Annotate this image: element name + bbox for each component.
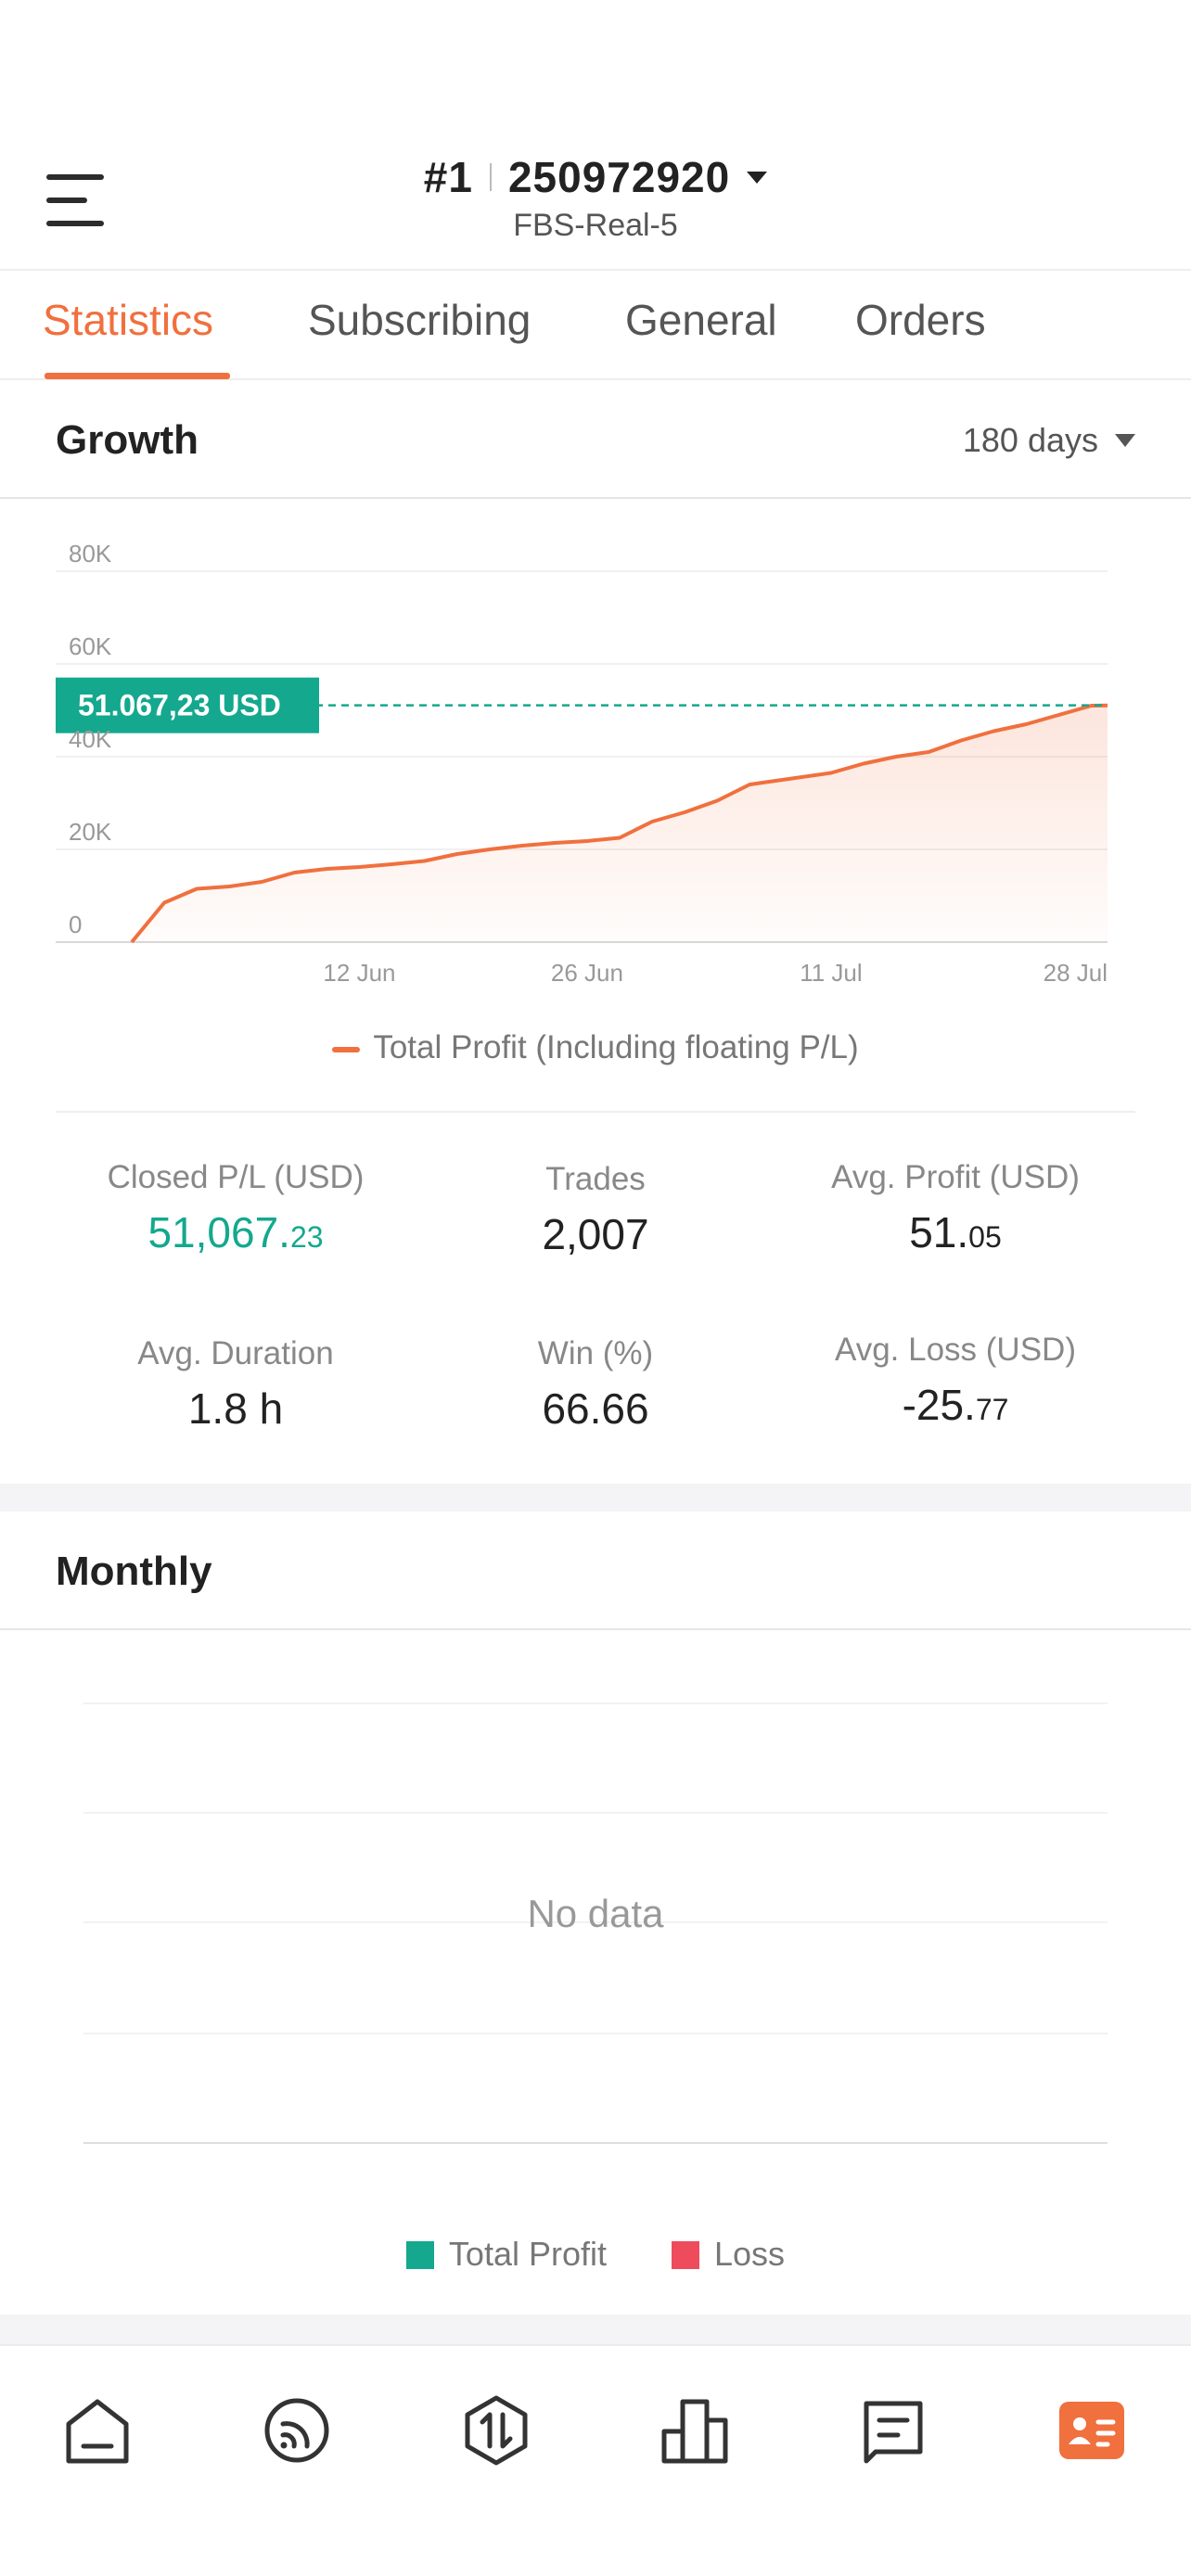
stat-value: 66.66 (542, 1384, 649, 1433)
ranking-podium-icon[interactable] (653, 2389, 736, 2472)
account-server: FBS-Real-5 (513, 208, 678, 243)
section-gap (0, 2315, 1191, 2344)
stat-avg-loss: Avg. Loss (USD) -25.77 (770, 1332, 1141, 1430)
y-tick-label: 80K (69, 540, 112, 567)
account-rank: #1 (423, 153, 473, 201)
y-tick-label: 40K (69, 725, 112, 753)
stat-avg-duration: Avg. Duration 1.8 h (50, 1335, 421, 1434)
growth-legend: Total Profit (Including floating P/L) (0, 1029, 1191, 1066)
range-label: 180 days (962, 421, 1098, 459)
legend-label: Total Profit (Including floating P/L) (373, 1029, 859, 1065)
messages-icon[interactable] (852, 2389, 935, 2472)
stat-value: 2,007 (542, 1210, 649, 1258)
no-data-message: No data (527, 1892, 664, 1935)
account-number: 250972920 (507, 153, 731, 201)
y-tick-label: 0 (69, 911, 82, 938)
tab-subscribing[interactable]: Subscribing (308, 296, 531, 344)
x-tick-label: 28 Jul (1044, 959, 1108, 987)
stat-label: Win (%) (537, 1335, 654, 1371)
monthly-section-header: Monthly (0, 1511, 1191, 1630)
separator (489, 163, 492, 191)
current-value-label: 51.067,23 USD (78, 689, 281, 722)
legend-item-total-profit: Total Profit (405, 2235, 607, 2274)
home-icon[interactable] (56, 2389, 139, 2472)
stat-value: 51.05 (909, 1208, 1002, 1256)
axis-baseline (83, 2142, 1108, 2144)
stat-label: Avg. Duration (137, 1335, 334, 1371)
tab-orders[interactable]: Orders (855, 296, 986, 344)
stat-win-rate: Win (%) 66.66 (410, 1335, 781, 1434)
account-selector[interactable]: #1 250972920 FBS-Real-5 (0, 152, 1191, 244)
divider (56, 1111, 1135, 1113)
header-divider (0, 269, 1191, 271)
stat-label: Avg. Profit (USD) (831, 1159, 1080, 1195)
tab-statistics[interactable]: Statistics (43, 296, 214, 344)
tab-bar: Statistics Subscribing General Orders (0, 271, 1191, 380)
stat-value: -25.77 (902, 1381, 1009, 1429)
growth-title: Growth (56, 417, 198, 463)
stat-label: Avg. Loss (USD) (835, 1332, 1076, 1368)
caret-down-icon[interactable] (747, 171, 768, 184)
stat-label: Trades (545, 1161, 646, 1197)
stat-trades: Trades 2,007 (410, 1161, 781, 1259)
grid-line (83, 1812, 1108, 1814)
trade-hexagon-icon[interactable] (455, 2389, 538, 2472)
stat-closed-pl: Closed P/L (USD) 51,067.23 (50, 1159, 421, 1257)
x-tick-label: 26 Jun (551, 959, 623, 987)
grid-line (83, 2033, 1108, 2034)
profit-series-line (130, 703, 1108, 944)
growth-section-header: Growth 180 days (0, 380, 1191, 499)
y-tick-label: 60K (69, 632, 112, 660)
range-selector[interactable]: 180 days (963, 421, 1135, 460)
section-gap (0, 1484, 1191, 1511)
stat-value: 51,067.23 (147, 1208, 324, 1256)
monthly-legend: Total Profit Loss (0, 2235, 1191, 2274)
y-tick-label: 20K (69, 818, 112, 846)
x-tick-label: 11 Jul (800, 959, 862, 987)
hamburger-menu-icon[interactable] (46, 174, 104, 226)
grid-line (83, 1702, 1108, 1704)
stat-avg-profit: Avg. Profit (USD) 51.05 (770, 1159, 1141, 1257)
signal-feed-icon[interactable] (255, 2389, 339, 2472)
tab-general[interactable]: General (625, 296, 777, 344)
current-value-badge (56, 677, 319, 733)
legend-swatch (332, 1046, 361, 1052)
bottom-navigation (0, 2344, 1191, 2576)
caret-down-icon (1115, 434, 1135, 447)
growth-chart: 51.067,23 USD 0 20K 40K 60K 80K 12 Jun 26 Jun… (56, 540, 1108, 987)
app-header: #1 250972920 FBS-Real-5 (0, 139, 1191, 269)
x-tick-label: 12 Jun (323, 959, 395, 987)
stat-value: 1.8 h (187, 1384, 284, 1433)
legend-swatch (672, 2241, 700, 2269)
legend-item-loss: Loss (672, 2235, 785, 2274)
active-tab-indicator (45, 373, 230, 379)
profile-card-icon[interactable] (1050, 2389, 1133, 2472)
legend-swatch (405, 2241, 434, 2269)
stat-label: Closed P/L (USD) (107, 1159, 365, 1195)
grid-line (83, 1921, 1108, 1923)
monthly-title: Monthly (56, 1549, 212, 1594)
